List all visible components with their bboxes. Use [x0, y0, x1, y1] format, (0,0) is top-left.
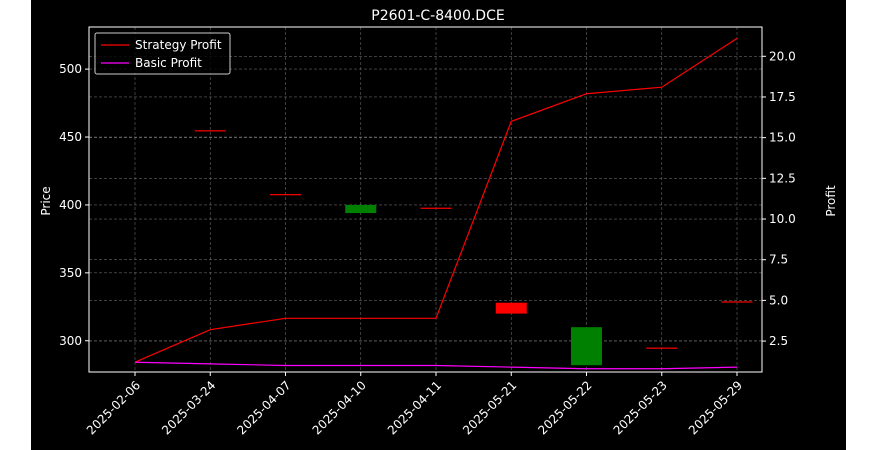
y-tick-label: 350: [59, 266, 82, 280]
y2-axis-label: Profit: [824, 185, 838, 217]
candle: [420, 207, 452, 209]
y-tick-label: 500: [59, 62, 82, 76]
chart-svg: P2601-C-8400.DCE Price Profit 300 350 400 4…: [39, 8, 838, 437]
axis-layer: 300 350 400 450 500 2.5 5.0 7.5 10.0 12.5 15.0 17.5…: [59, 26, 796, 437]
legend: Strategy Profit Basic Profit: [94, 32, 231, 75]
basic-profit-line: [134, 361, 738, 370]
y-tick-label: 400: [59, 198, 82, 212]
y-tick-label: 300: [59, 334, 82, 348]
candle: [721, 301, 753, 303]
x-tick-label: 2025-02-06: [84, 378, 143, 437]
y2-tick-label: 17.5: [769, 90, 796, 104]
x-tick-label: 2025-04-11: [385, 378, 444, 437]
candle: [194, 130, 226, 132]
chart-title: P2601-C-8400.DCE: [371, 8, 504, 24]
x-tick-label: 2025-04-10: [310, 378, 369, 437]
y2-tick-label: 7.5: [769, 253, 788, 267]
x-tick-label: 2025-05-22: [535, 378, 594, 437]
y2-tick-label: 15.0: [769, 131, 796, 145]
legend-label-basic: Basic Profit: [135, 56, 202, 70]
candle: [270, 194, 301, 196]
line-layer: [134, 37, 738, 370]
y2-tick-label: 10.0: [769, 212, 796, 226]
x-tick-label: 2025-04-07: [234, 378, 293, 437]
legend-label-strategy: Strategy Profit: [135, 38, 222, 52]
plot-frame: [88, 26, 763, 373]
y2-tick-label: 12.5: [769, 171, 796, 185]
grid-layer: [89, 27, 762, 372]
y2-tick-label: 20.0: [769, 49, 796, 63]
candle: [646, 347, 678, 349]
x-tick-label: 2025-05-21: [460, 378, 519, 437]
strategy-profit-line: [134, 37, 738, 363]
candle-layer: [194, 130, 753, 366]
legend-box: [94, 32, 231, 75]
x-tick-label: 2025-05-29: [686, 378, 745, 437]
candle: [345, 204, 377, 214]
chart-figure: P2601-C-8400.DCE Price Profit 300 350 400 4…: [31, 0, 846, 450]
x-tick-label: 2025-03-24: [159, 378, 218, 437]
y2-tick-label: 5.0: [769, 293, 788, 307]
candle: [571, 327, 602, 366]
candle: [495, 302, 527, 314]
y-axis-label: Price: [39, 186, 53, 215]
x-tick-label: 2025-05-23: [611, 378, 670, 437]
y2-tick-label: 2.5: [769, 334, 788, 348]
y-tick-label: 450: [59, 130, 82, 144]
